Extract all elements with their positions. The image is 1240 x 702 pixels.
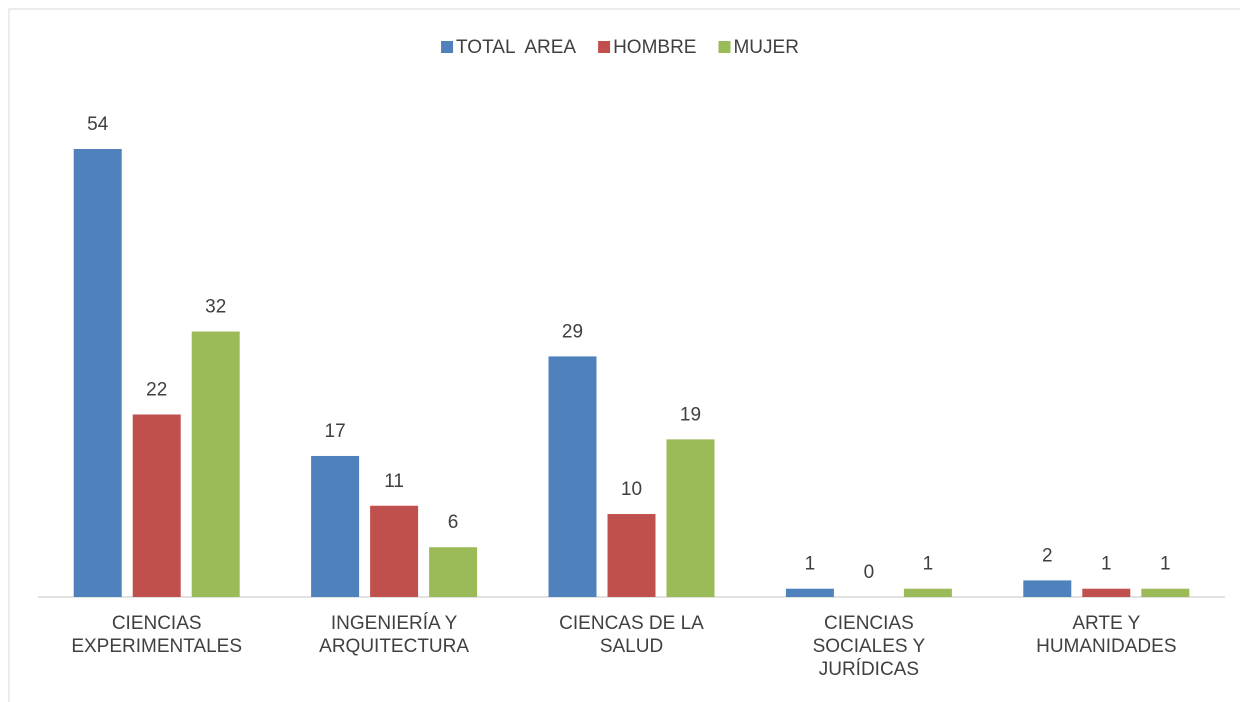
- legend-swatch: [441, 41, 454, 53]
- bar: [370, 505, 419, 597]
- bar: [132, 414, 181, 597]
- bar: [785, 588, 834, 597]
- bar: [903, 588, 952, 597]
- x-tick-label: INGENIERÍA Y ARQUITECTURA: [319, 613, 470, 657]
- bar: [548, 356, 597, 597]
- x-tick-label: ARTE Y HUMANIDADES: [1036, 613, 1177, 657]
- data-label: 22: [146, 379, 167, 400]
- data-label: 1: [1160, 554, 1171, 575]
- data-label: 11: [384, 471, 404, 492]
- data-label: 17: [325, 421, 346, 442]
- data-label: 6: [448, 512, 459, 533]
- legend-swatch: [598, 41, 611, 53]
- data-label: 0: [864, 562, 875, 583]
- bar: [73, 149, 122, 597]
- x-tick-label: CIENCAS DE LA SALUD: [559, 613, 704, 657]
- x-tick-label: CIENCIAS EXPERIMENTALES: [71, 613, 243, 657]
- bar: [607, 514, 656, 597]
- legend-label: TOTAL AREA: [456, 37, 576, 58]
- bar: [191, 331, 240, 597]
- bar: [429, 547, 478, 597]
- legend-swatch: [718, 41, 731, 53]
- data-label: 1: [923, 554, 934, 575]
- legend-label: HOMBRE: [613, 37, 696, 58]
- data-label: 1: [1101, 554, 1112, 575]
- data-label: 32: [205, 297, 226, 318]
- x-tick-label: CIENCIAS SOCIALES Y JURÍDICAS: [812, 613, 926, 680]
- chart-frame: [8, 8, 1240, 702]
- bar: [311, 455, 360, 597]
- bar: [666, 439, 715, 597]
- data-label: 10: [621, 479, 642, 500]
- bar: [1082, 588, 1131, 597]
- legend-label: MUJER: [733, 37, 798, 58]
- data-label: 19: [680, 404, 701, 425]
- data-label: 54: [87, 114, 109, 135]
- bar: [1023, 580, 1072, 597]
- data-label: 2: [1042, 545, 1053, 566]
- data-label: 1: [805, 554, 816, 575]
- data-label: 29: [562, 321, 583, 342]
- bar: [1141, 588, 1190, 597]
